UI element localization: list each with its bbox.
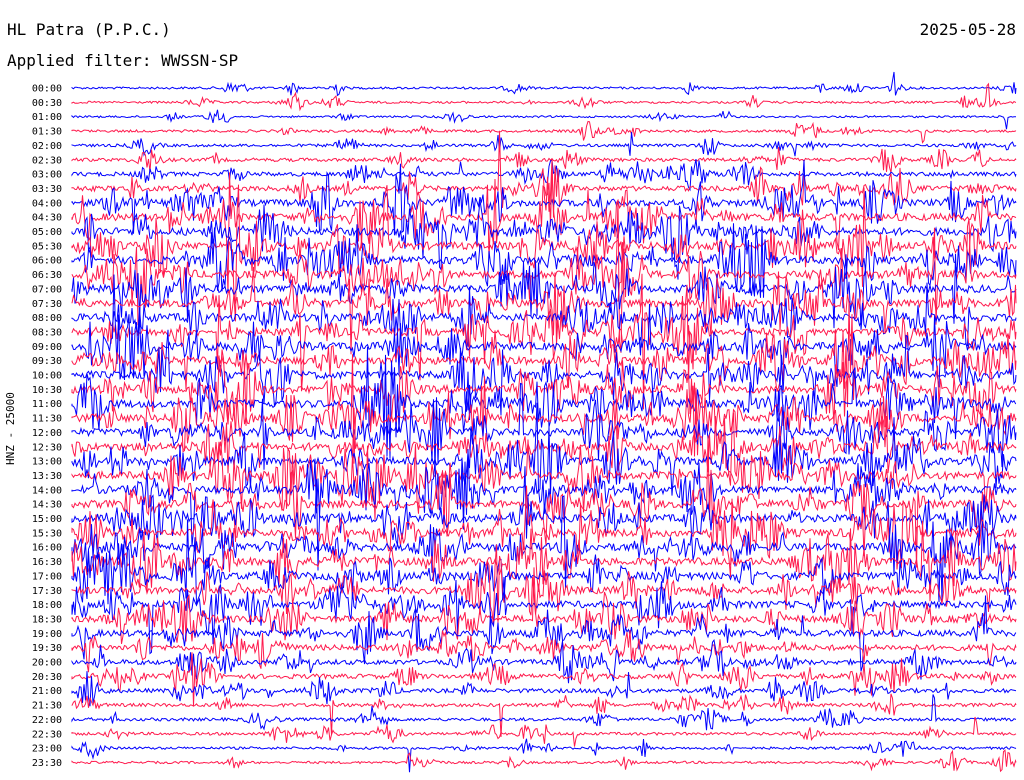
trace-0230 xyxy=(71,147,1017,173)
time-label-0130: 01:30 xyxy=(32,127,62,138)
trace-2230 xyxy=(71,716,1017,747)
time-label-2300: 23:00 xyxy=(32,744,62,755)
time-label-0000: 00:00 xyxy=(32,84,62,95)
trace-1500 xyxy=(71,466,1017,571)
time-label-0300: 03:00 xyxy=(32,170,62,181)
time-label-1530: 15:30 xyxy=(32,528,62,539)
trace-2030 xyxy=(71,652,1017,706)
time-label-1600: 16:00 xyxy=(32,543,62,554)
trace-0930 xyxy=(71,301,1017,408)
time-label-1400: 14:00 xyxy=(32,485,62,496)
time-label-0730: 07:30 xyxy=(32,299,62,310)
trace-0800 xyxy=(71,282,1017,356)
time-label-1730: 17:30 xyxy=(32,586,62,597)
time-label-0200: 02:00 xyxy=(32,141,62,152)
time-label-1230: 12:30 xyxy=(32,442,62,453)
time-label-1930: 19:30 xyxy=(32,643,62,654)
trace-2200 xyxy=(71,694,1017,731)
trace-0030 xyxy=(71,82,1017,112)
time-label-1130: 11:30 xyxy=(32,414,62,425)
time-label-2230: 22:30 xyxy=(32,729,62,740)
time-label-0500: 05:00 xyxy=(32,227,62,238)
trace-1330 xyxy=(71,439,1017,520)
trace-1300 xyxy=(71,402,1017,496)
trace-0630 xyxy=(71,199,1017,353)
time-label-1700: 17:00 xyxy=(32,571,62,582)
station-title: HL Patra (P.P.C.) xyxy=(7,20,171,39)
time-label-0230: 02:30 xyxy=(32,155,62,166)
trace-1600 xyxy=(71,495,1017,603)
time-label-1300: 13:00 xyxy=(32,457,62,468)
trace-1430 xyxy=(71,435,1017,568)
trace-1930 xyxy=(71,629,1017,673)
trace-0330 xyxy=(71,130,1017,218)
time-label-2100: 21:00 xyxy=(32,686,62,697)
trace-2100 xyxy=(71,671,1017,707)
time-label-1500: 15:00 xyxy=(32,514,62,525)
time-label-2200: 22:00 xyxy=(32,715,62,726)
trace-0530 xyxy=(71,184,1017,322)
trace-1130 xyxy=(71,354,1017,464)
time-label-0330: 03:30 xyxy=(32,184,62,195)
time-label-0830: 08:30 xyxy=(32,327,62,338)
time-label-0530: 05:30 xyxy=(32,241,62,252)
trace-1100 xyxy=(71,346,1017,459)
time-label-0800: 08:00 xyxy=(32,313,62,324)
trace-0200 xyxy=(71,132,1017,157)
time-label-0700: 07:00 xyxy=(32,284,62,295)
trace-0130 xyxy=(71,120,1017,144)
trace-1900 xyxy=(71,595,1017,672)
trace-1730 xyxy=(71,544,1017,626)
trace-0400 xyxy=(71,159,1017,236)
time-label-0900: 09:00 xyxy=(32,342,62,353)
time-label-1100: 11:00 xyxy=(32,399,62,410)
trace-2300 xyxy=(71,738,1017,773)
trace-2330 xyxy=(71,749,1017,773)
time-label-0400: 04:00 xyxy=(32,198,62,209)
filter-label: Applied filter: WWSSN-SP xyxy=(7,51,239,70)
trace-0830 xyxy=(71,273,1017,410)
time-label-0600: 06:00 xyxy=(32,256,62,267)
trace-1230 xyxy=(71,407,1017,486)
seismic-traces xyxy=(71,71,1017,773)
time-label-0030: 00:30 xyxy=(32,98,62,109)
trace-1800 xyxy=(71,576,1017,655)
trace-0000 xyxy=(71,71,1017,97)
time-label-2000: 20:00 xyxy=(32,658,62,669)
trace-0900 xyxy=(71,274,1017,388)
trace-0600 xyxy=(71,223,1017,298)
time-labels: 00:00 00:30 01:00 01:30 02:00 02:30 03:00 03:30… xyxy=(32,84,62,769)
trace-2000 xyxy=(71,638,1017,684)
trace-1000 xyxy=(71,329,1017,421)
time-label-2330: 23:30 xyxy=(32,758,62,769)
trace-0100 xyxy=(71,109,1016,130)
record-date: 2025-05-28 xyxy=(919,20,1016,39)
time-label-1200: 12:00 xyxy=(32,428,62,439)
time-label-1330: 13:30 xyxy=(32,471,62,482)
time-label-0430: 04:30 xyxy=(32,213,62,224)
trace-0730 xyxy=(71,242,1017,355)
trace-1200 xyxy=(71,382,1017,471)
time-label-0930: 09:30 xyxy=(32,356,62,367)
time-label-1900: 19:00 xyxy=(32,629,62,640)
time-label-1030: 10:30 xyxy=(32,385,62,396)
time-label-2030: 20:30 xyxy=(32,672,62,683)
time-label-0100: 01:00 xyxy=(32,112,62,123)
time-label-2130: 21:30 xyxy=(32,701,62,712)
time-label-1630: 16:30 xyxy=(32,557,62,568)
time-label-0630: 06:30 xyxy=(32,270,62,281)
time-label-1000: 10:00 xyxy=(32,371,62,382)
time-label-1430: 14:30 xyxy=(32,500,62,511)
time-label-1800: 18:00 xyxy=(32,600,62,611)
time-label-1830: 18:30 xyxy=(32,614,62,625)
trace-1630 xyxy=(71,520,1017,602)
trace-2130 xyxy=(71,693,1017,738)
